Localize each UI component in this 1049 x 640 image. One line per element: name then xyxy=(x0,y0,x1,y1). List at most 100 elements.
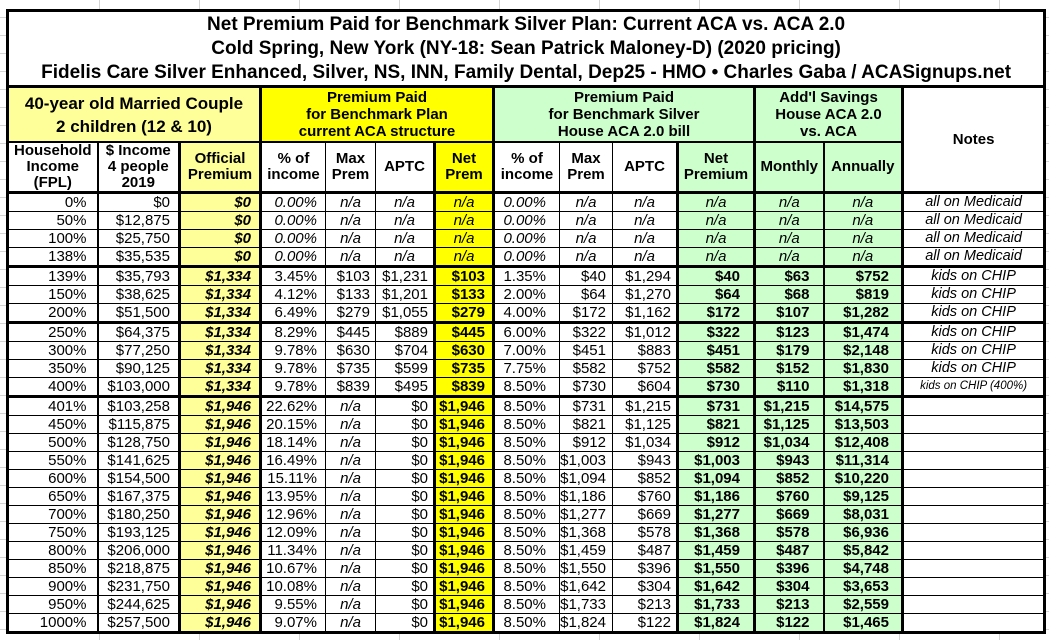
value-cell: $218,875 xyxy=(96,559,180,578)
value-cell: 750% xyxy=(6,523,98,542)
value-cell: $1,474 xyxy=(822,322,903,342)
value-cell: $1,946 xyxy=(178,469,261,488)
value-cell: n/a xyxy=(433,192,495,212)
value-cell: $1,946 xyxy=(178,595,261,614)
value-cell: $889 xyxy=(375,322,435,342)
value-cell: $0 xyxy=(375,469,435,488)
value-cell: 3.45% xyxy=(259,266,326,286)
value-cell: $1,946 xyxy=(178,487,261,506)
value-cell: $1,277 xyxy=(559,505,613,524)
value-cell: $396 xyxy=(753,559,824,578)
value-cell: 9.55% xyxy=(259,595,326,614)
table-row: 500% $128,750 $1,946 18.14% n/a $0 $1,946 8.50%… xyxy=(6,433,1046,452)
value-cell: $64,375 xyxy=(96,322,180,342)
value-cell: $64 xyxy=(559,285,613,304)
premium-comparison-table: Net Premium Paid for Benchmark Silver Pl… xyxy=(6,9,1047,634)
background-gridlines-top xyxy=(0,0,1049,9)
value-cell: 0.00% xyxy=(492,211,560,230)
value-cell: n/a xyxy=(753,211,824,230)
value-cell: $1,282 xyxy=(822,303,903,324)
value-cell: $582 xyxy=(559,359,613,378)
table-row: 750% $193,125 $1,946 12.09% n/a $0 $1,946 8.50%… xyxy=(6,523,1046,542)
value-cell: 9.78% xyxy=(259,359,326,378)
value-cell: n/a xyxy=(559,247,613,268)
value-cell: n/a xyxy=(375,229,435,248)
table-row: 550% $141,625 $1,946 16.49% n/a $0 $1,946 8.50%… xyxy=(6,451,1046,470)
value-cell: $14,575 xyxy=(822,396,903,416)
group-header-current-aca: Premium Paid for Benchmark Plan current … xyxy=(259,85,495,143)
value-cell: $35,793 xyxy=(96,266,180,286)
value-cell: n/a xyxy=(676,211,755,230)
value-cell: $1,946 xyxy=(433,487,495,506)
value-cell: $943 xyxy=(612,451,678,470)
value-cell: $0 xyxy=(375,396,435,416)
column-header-savings-monthly: Monthly xyxy=(753,141,824,194)
group-header-family: 40-year old Married Couple 2 children (1… xyxy=(6,85,262,143)
value-cell: $912 xyxy=(676,433,755,452)
value-cell: n/a xyxy=(325,487,376,506)
value-cell: $0 xyxy=(178,247,261,268)
value-cell: n/a xyxy=(559,211,613,230)
value-cell: $1,550 xyxy=(559,559,613,578)
value-cell: $115,875 xyxy=(96,415,180,434)
value-cell: $123 xyxy=(753,322,824,342)
value-cell: $180,250 xyxy=(96,505,180,524)
column-header-aca20-max-prem: Max Prem xyxy=(559,141,613,194)
value-cell: $1,733 xyxy=(559,595,613,614)
column-header-aca-aptc: APTC xyxy=(375,141,435,194)
value-cell: n/a xyxy=(325,451,376,470)
group-header-savings: Add'l Savings House ACA 2.0 vs. ACA xyxy=(753,85,904,143)
value-cell: $0 xyxy=(375,451,435,470)
value-cell: 700% xyxy=(6,505,98,524)
table-row: 700% $180,250 $1,946 12.96% n/a $0 $1,946 8.50%… xyxy=(6,505,1046,524)
value-cell: $604 xyxy=(612,377,678,398)
note-cell: kids on CHIP xyxy=(900,341,1046,360)
value-cell: 8.50% xyxy=(492,415,560,434)
value-cell: 12.96% xyxy=(259,505,326,524)
value-cell: 300% xyxy=(6,341,98,360)
value-cell: $0 xyxy=(375,559,435,578)
value-cell: 401% xyxy=(6,396,98,416)
value-cell: $213 xyxy=(753,595,824,614)
note-cell: all on Medicaid xyxy=(900,229,1046,248)
value-cell: $1,294 xyxy=(612,266,678,286)
note-cell xyxy=(900,451,1046,470)
value-cell: 7.75% xyxy=(492,359,560,378)
value-cell: $1,012 xyxy=(612,322,678,342)
value-cell: $943 xyxy=(753,451,824,470)
value-cell: $1,094 xyxy=(559,469,613,488)
value-cell: 8.50% xyxy=(492,541,560,560)
note-cell: kids on CHIP xyxy=(900,359,1046,378)
value-cell: $90,125 xyxy=(96,359,180,378)
note-cell xyxy=(900,559,1046,578)
value-cell: $0 xyxy=(375,523,435,542)
value-cell: $1,946 xyxy=(178,505,261,524)
value-cell: $0 xyxy=(375,613,435,633)
value-cell: $1,034 xyxy=(753,433,824,452)
table-row: 150% $38,625 $1,334 4.12% $133 $1,201 $133 2.00… xyxy=(6,285,1046,304)
value-cell: 16.49% xyxy=(259,451,326,470)
value-cell: $704 xyxy=(375,341,435,360)
value-cell: $1,946 xyxy=(433,595,495,614)
table-row: 1000% $257,500 $1,946 9.07% n/a $0 $1,946 8.50%… xyxy=(6,613,1046,633)
value-cell: 50% xyxy=(6,211,98,230)
value-cell: 8.50% xyxy=(492,559,560,578)
table-row: 50% $12,875 $0 0.00% n/a n/a n/a 0.00% n/a n/a n/a… xyxy=(6,211,1046,230)
value-cell: $495 xyxy=(375,377,435,398)
value-cell: 1.35% xyxy=(492,266,560,286)
note-cell: all on Medicaid xyxy=(900,192,1046,212)
value-cell: 8.50% xyxy=(492,595,560,614)
value-cell: $1,465 xyxy=(822,613,903,633)
value-cell: $1,946 xyxy=(433,559,495,578)
note-cell xyxy=(900,415,1046,434)
value-cell: 11.34% xyxy=(259,541,326,560)
value-cell: n/a xyxy=(433,229,495,248)
value-cell: $172 xyxy=(676,303,755,324)
value-cell: $179 xyxy=(753,341,824,360)
value-cell: $451 xyxy=(676,341,755,360)
value-cell: 800% xyxy=(6,541,98,560)
value-cell: $669 xyxy=(612,505,678,524)
value-cell: n/a xyxy=(325,247,376,268)
table-row: 100% $25,750 $0 0.00% n/a n/a n/a 0.00% n/a n/a n/… xyxy=(6,229,1046,248)
